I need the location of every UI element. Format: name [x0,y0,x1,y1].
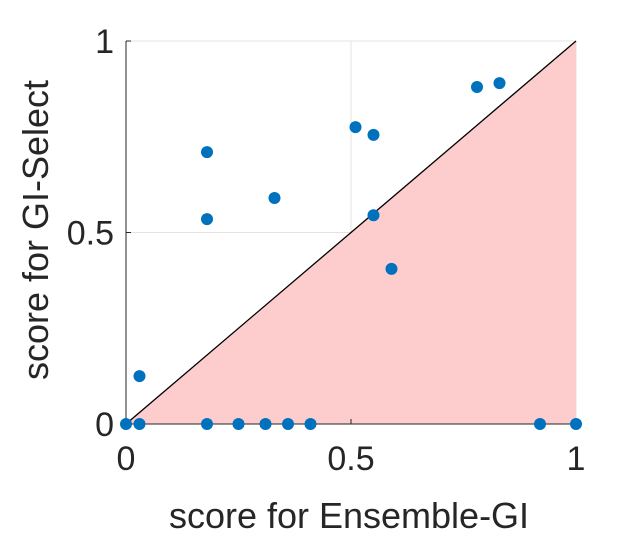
x-tick-label: 0 [117,440,136,478]
data-point [133,370,146,383]
data-point [493,77,506,90]
data-point [534,418,546,430]
data-point [201,213,213,226]
x-tick-label: 1 [567,440,586,478]
data-point [259,418,272,430]
x-axis-label: score for Ensemble-GI [169,495,529,536]
x-tick-labels: 0 0.5 1 [117,440,586,478]
x-tick-label: 0.5 [327,440,374,478]
data-point [471,80,483,93]
data-point [133,418,146,430]
identity-line [125,40,577,425]
data-point [570,418,582,430]
data-point [304,418,317,430]
data-point [268,192,281,205]
data-point [385,262,398,275]
data-point [201,418,213,430]
data-point [349,121,362,134]
data-point [201,146,213,159]
y-tick-label: 1 [95,23,114,61]
data-point [367,128,380,141]
data-point [232,418,245,430]
data-point [282,418,294,430]
y-tick-label: 0 [95,406,114,444]
diagonal-line [125,40,577,425]
data-point [120,418,132,430]
data-point [367,209,380,222]
y-axis-label: score for GI-Select [15,80,56,380]
y-tick-labels: 00.51 [67,23,114,444]
y-tick-label: 0.5 [67,215,114,253]
data-points [120,77,582,430]
